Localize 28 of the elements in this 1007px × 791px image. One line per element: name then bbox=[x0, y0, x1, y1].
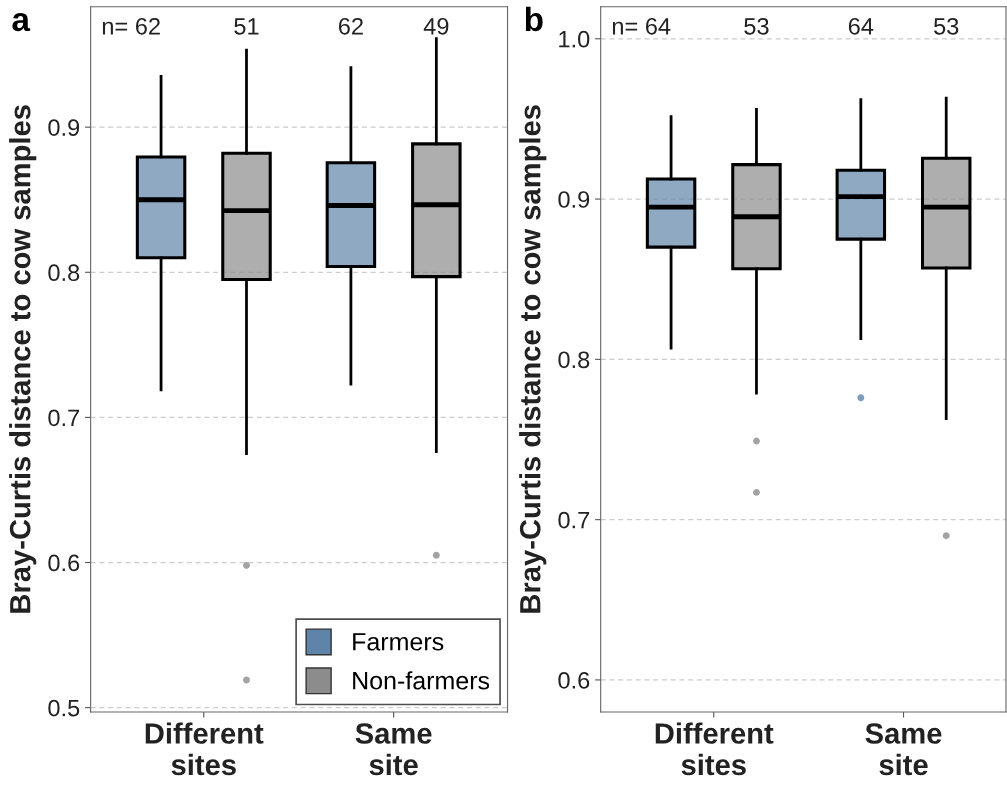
annotation: n= 64 bbox=[612, 17, 671, 35]
annotation: 49 bbox=[423, 17, 449, 35]
chart-title: a bbox=[12, 12, 31, 32]
chart-title: b bbox=[525, 6, 543, 32]
x-tick-label: Different sites bbox=[655, 722, 774, 776]
annotation: 62 bbox=[338, 17, 363, 35]
annotation: n= 62 bbox=[102, 17, 160, 35]
annotation: 53 bbox=[934, 17, 959, 35]
annotation: 51 bbox=[234, 18, 259, 35]
y-tick-label: 0.7 bbox=[48, 409, 80, 427]
y-tick-label: 0.9 bbox=[48, 119, 80, 136]
y-tick-label: 0.6 bbox=[558, 671, 590, 689]
y-tick-label: 0.6 bbox=[48, 554, 80, 572]
y-tick-label: 0.5 bbox=[48, 699, 80, 717]
annotation: 53 bbox=[744, 17, 769, 35]
x-tick-label: Same site bbox=[865, 723, 942, 776]
legend-label: Non-farmers bbox=[353, 671, 490, 690]
y-tick-label: 0.7 bbox=[558, 511, 590, 529]
y-tick-label: 0.8 bbox=[48, 264, 80, 282]
annotation: 64 bbox=[848, 17, 874, 35]
x-tick-label: Different sites bbox=[145, 722, 264, 776]
y-tick-label: 0.8 bbox=[558, 351, 590, 369]
y-tick-label: 0.9 bbox=[558, 191, 590, 208]
x-tick-label: Same site bbox=[355, 723, 432, 776]
y-axis-title: Bray-Curtis distance to cow samples bbox=[9, 105, 37, 613]
y-tick-label: 1.0 bbox=[559, 30, 590, 48]
y-axis-title: Bray-Curtis distance to cow samples bbox=[519, 105, 547, 613]
legend-label: Farmers bbox=[353, 633, 444, 651]
